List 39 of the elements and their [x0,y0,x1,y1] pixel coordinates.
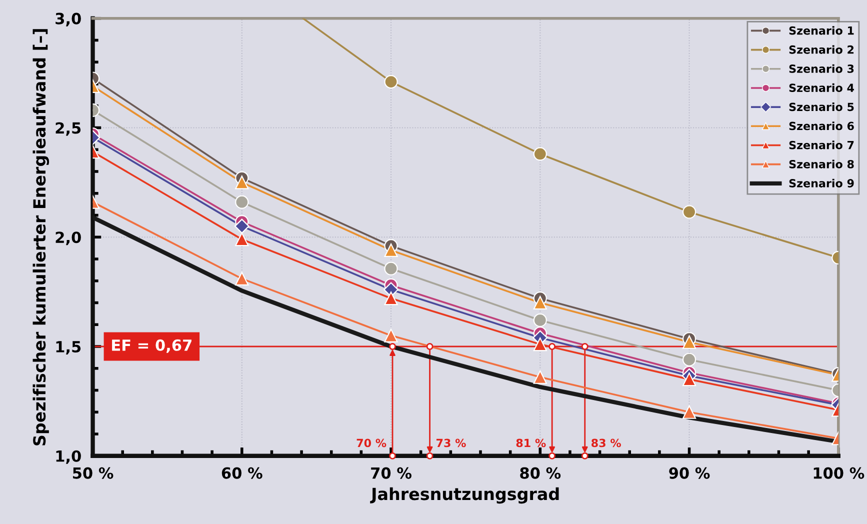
annotation: 83 % [592,438,621,448]
legend-label: Szenario 1 [789,26,854,35]
y-tick-label: 1,0 [56,450,81,464]
point [682,372,696,386]
point [384,292,398,306]
x-tick-label: 90 % [669,467,710,479]
legend-label: Szenario 8 [789,160,854,168]
point [384,262,398,276]
point [533,370,547,384]
x-tick-label: 80 % [520,467,561,479]
x-tick-label: 50 % [73,467,114,479]
point [682,352,696,366]
legend-label: Szenario 2 [789,45,854,54]
point [384,243,398,258]
legend-label: Szenario 3 [789,64,854,73]
legend-label: Szenario 9 [789,178,854,188]
legend-label: Szenario 6 [789,122,854,130]
legend-label: Szenario 4 [789,83,854,92]
y-tick-label: 1,5 [56,341,81,354]
x-tick-label: 100 % [814,467,864,479]
annotation: 81 % [516,438,546,448]
annotation: EF = 0,67 [112,339,192,353]
point [533,313,547,328]
legend-label: Szenario 7 [789,140,854,150]
x-tick-label: 70 % [371,467,412,479]
x-tick-label: 60 % [222,467,262,479]
point [384,328,398,342]
y-tick-label: 2,5 [56,122,81,136]
y-tick-label: 3,0 [56,12,81,26]
y-axis-title: Spezifischer kumulierter Energieaufwand [–] [32,29,50,446]
point [682,335,696,349]
annotation: 73 % [436,438,466,448]
x-axis-title: Jahresnutzungsgrad [370,487,559,504]
annotation: 70 % [356,438,386,448]
point [533,338,547,352]
y-tick-label: 2,0 [56,232,81,246]
point [682,405,696,419]
legend-label: Szenario 5 [789,102,854,112]
point [533,296,547,310]
